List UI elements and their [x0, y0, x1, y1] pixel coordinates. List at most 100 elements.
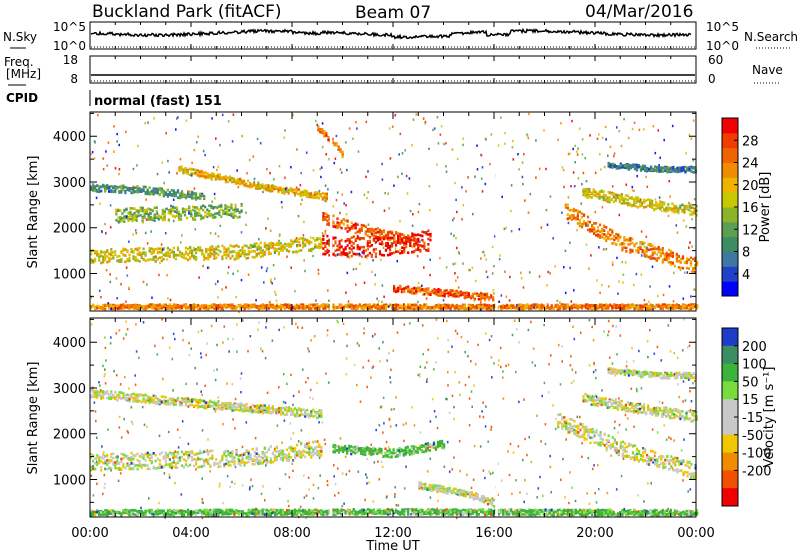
- data-cell-band-3: [257, 183, 259, 186]
- data-cell-band-8: [688, 267, 690, 270]
- data-cell-band-9: [633, 204, 635, 207]
- data-cell-band-9: [665, 208, 667, 211]
- data-cell-band-7: [411, 304, 413, 307]
- data-cell-band-9: [655, 207, 657, 210]
- data-cell-band-7: [490, 307, 492, 310]
- data-cell-noise: [327, 289, 329, 291]
- data-cell-band-7: [183, 304, 185, 307]
- data-cell-noise: [279, 165, 281, 167]
- data-cell-noise: [539, 168, 541, 170]
- data-cell-band-7: [274, 307, 276, 310]
- data-cell-band-0: [118, 463, 120, 466]
- data-cell-band-4: [395, 231, 397, 234]
- data-cell-band-2: [150, 208, 152, 211]
- data-cell-noise: [641, 274, 643, 276]
- data-cell-band-0: [108, 253, 110, 256]
- data-cell-band-6: [417, 287, 419, 290]
- data-cell-band-7: [500, 308, 502, 311]
- data-cell-noise: [429, 274, 431, 276]
- data-cell-band-2: [133, 207, 135, 210]
- data-cell-band-7: [506, 304, 508, 307]
- data-cell-band-1: [167, 189, 169, 192]
- data-cell-band-2: [152, 217, 154, 220]
- data-cell-band-0: [106, 468, 108, 471]
- data-cell-band-7: [221, 305, 223, 308]
- data-cell-band-0: [179, 254, 181, 257]
- data-cell-band-5: [322, 247, 324, 250]
- data-cell-band-2: [210, 213, 212, 216]
- data-cell-band-9: [605, 195, 607, 198]
- data-cell-band-0: [274, 251, 276, 254]
- data-cell-band-5: [349, 238, 351, 241]
- data-cell-noise: [322, 122, 324, 124]
- data-cell-band-5: [334, 254, 336, 257]
- data-cell-band-7: [280, 306, 282, 309]
- data-cell-noise: [188, 212, 190, 214]
- data-cell-band-1: [137, 188, 139, 191]
- data-cell-noise: [202, 265, 204, 267]
- data-cell-band-7: [518, 304, 520, 307]
- data-cell-noise: [306, 152, 308, 154]
- data-cell-band-2: [194, 206, 196, 209]
- data-cell-noise: [348, 305, 350, 307]
- data-cell-band-3: [324, 194, 326, 197]
- data-cell-noise: [658, 129, 660, 131]
- data-cell-band-0: [139, 247, 141, 250]
- data-cell-band-3: [211, 177, 213, 180]
- data-cell-band-6: [415, 290, 417, 293]
- data-cell-band-4: [336, 227, 338, 230]
- data-cell-band-9: [661, 201, 663, 204]
- data-cell-band-6: [403, 290, 405, 293]
- data-cell-band-1: [147, 193, 149, 196]
- data-cell-band-1: [185, 194, 187, 197]
- data-cell-band-8: [625, 250, 627, 253]
- data-cell-band-7: [260, 304, 262, 307]
- data-cell-band-5: [339, 243, 341, 246]
- data-cell-noise: [375, 242, 377, 244]
- data-cell-band-0: [233, 245, 235, 248]
- data-cell-band-2: [180, 218, 182, 221]
- data-cell-band-0: [110, 258, 112, 261]
- data-cell-band-9: [597, 193, 599, 196]
- data-cell-band-5: [326, 240, 328, 243]
- data-cell-band-11: [342, 153, 344, 156]
- data-cell-band-9: [599, 195, 601, 198]
- data-cell-band-6: [393, 289, 395, 292]
- data-cell-band-1: [173, 190, 175, 193]
- data-cell-band-0: [128, 464, 130, 467]
- data-cell-band-10: [668, 171, 670, 174]
- data-cell-band-9: [611, 193, 613, 196]
- data-cell-band-5: [387, 247, 389, 250]
- data-cell-band-7: [538, 306, 540, 309]
- data-cell-band-9: [685, 207, 687, 210]
- data-cell-band-8: [565, 204, 567, 207]
- data-cell-band-8: [613, 242, 615, 245]
- data-cell-band-11: [340, 150, 342, 153]
- data-cell-band-2: [226, 208, 228, 211]
- data-cell-band-0: [98, 258, 100, 261]
- data-cell-band-5: [351, 255, 353, 258]
- data-cell-noise: [237, 270, 239, 272]
- data-cell-band-0: [308, 249, 310, 252]
- data-cell-band-0: [120, 258, 122, 261]
- data-cell-noise: [658, 164, 660, 166]
- data-cell-band-5: [385, 242, 387, 245]
- data-cell-noise: [294, 194, 296, 196]
- data-cell-band-0: [213, 254, 215, 257]
- data-cell-band-7: [262, 304, 264, 307]
- data-cell-noise: [345, 204, 347, 206]
- data-cell-band-0: [225, 251, 227, 254]
- data-cell-band-4: [334, 226, 336, 229]
- data-cell-band-0: [124, 248, 126, 251]
- data-cell-band-8: [599, 224, 601, 227]
- data-cell-band-9: [584, 195, 586, 198]
- data-cell-band-2: [142, 217, 144, 220]
- data-cell-band-8: [662, 252, 664, 255]
- data-cell-band-0: [116, 463, 118, 466]
- data-cell-band-7: [567, 306, 569, 309]
- data-cell-noise: [648, 301, 650, 303]
- data-cell-band-3: [322, 192, 324, 195]
- data-cell-noise: [374, 283, 376, 285]
- data-cell-band-7: [365, 307, 367, 310]
- data-cell-noise: [577, 153, 579, 155]
